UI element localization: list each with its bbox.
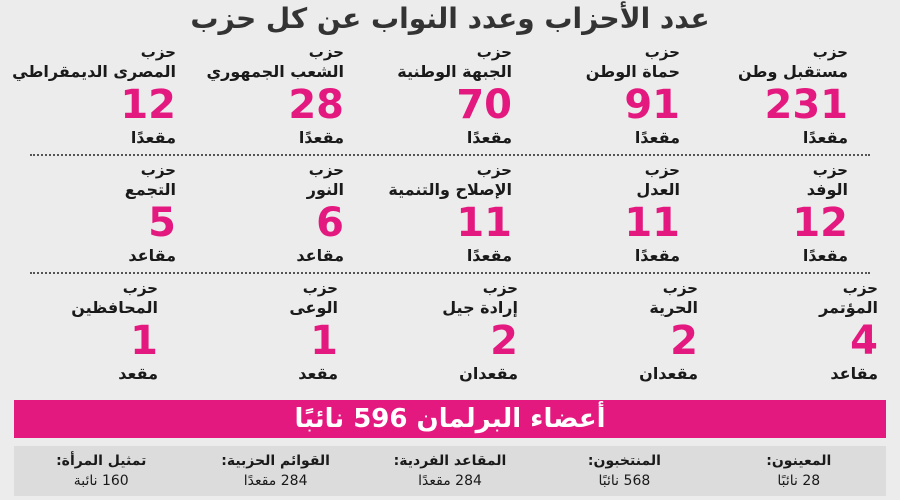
party-prefix: حزب [644, 161, 680, 179]
seat-count: 28 [288, 82, 344, 128]
seat-unit: مقعد [118, 364, 158, 383]
seat-unit: مقعدًا [466, 246, 512, 265]
party-name: العدل [636, 180, 680, 199]
seat-unit: مقعد [298, 364, 338, 383]
party-prefix: حزب [140, 43, 176, 61]
party-name: النور [306, 180, 344, 199]
seat-unit: مقعدًا [802, 128, 848, 147]
party-cell: حزب إرادة جيل 2 مقعدان [360, 274, 540, 390]
party-name: المؤتمر [819, 298, 878, 317]
seat-count: 231 [764, 82, 849, 128]
party-prefix: حزب [476, 43, 512, 61]
party-name: الشعب الجمهوري [206, 62, 344, 81]
seat-unit: مقعدًا [634, 128, 680, 147]
party-cell: حزب حماة الوطن 91 مقعدًا [534, 38, 702, 154]
seat-unit: مقعدًا [634, 246, 680, 265]
stat-value: 568 نائبًا [598, 473, 651, 489]
party-name: التجمع [124, 180, 176, 199]
party-prefix: حزب [140, 161, 176, 179]
seat-count: 2 [490, 318, 518, 364]
party-cell: حزب الجبهة الوطنية 70 مقعدًا [366, 38, 534, 154]
party-cell: حزب المؤتمر 4 مقاعد [720, 274, 900, 390]
stat-label: تمثيل المرأة: [56, 453, 147, 469]
stat-item: المقاعد الفردية: 284 مقعدًا [363, 446, 537, 496]
seat-unit: مقعدان [639, 364, 698, 383]
party-grid: حزب مستقبل وطن 231 مقعدًا حزب حماة الوطن 91 مقع… [0, 38, 900, 390]
party-cell: حزب الشعب الجمهوري 28 مقعدًا [198, 38, 366, 154]
seat-count: 12 [792, 200, 848, 246]
party-name: حماة الوطن [585, 62, 680, 81]
stats-bar: المعينون: 28 نائبًا المنتخبون: 568 نائبًا ال… [14, 446, 886, 496]
seat-count: 11 [456, 200, 512, 246]
party-prefix: حزب [302, 279, 338, 297]
seat-unit: مقاعد [830, 364, 878, 383]
party-name: الوفد [806, 180, 848, 199]
party-prefix: حزب [644, 43, 680, 61]
party-prefix: حزب [842, 279, 878, 297]
party-cell: حزب المحافظين 1 مقعد [0, 274, 180, 390]
party-prefix: حزب [662, 279, 698, 297]
title: عدد الأحزاب وعدد النواب عن كل حزب [190, 2, 710, 35]
party-name: إرادة جيل [442, 298, 518, 317]
party-row: حزب المؤتمر 4 مقاعد حزب الحرية 2 مقعدان حزب إرادة… [0, 274, 900, 390]
stat-label: المقاعد الفردية: [393, 453, 507, 469]
party-prefix: حزب [122, 279, 158, 297]
seat-count: 70 [456, 82, 512, 128]
seat-unit: مقاعد [128, 246, 176, 265]
party-cell: حزب المصرى الديمقراطي 12 مقعدًا [12, 38, 198, 154]
party-name: الجبهة الوطنية [397, 62, 512, 81]
party-cell: حزب مستقبل وطن 231 مقعدًا [702, 38, 870, 154]
seat-unit: مقعدًا [298, 128, 344, 147]
seat-count: 2 [670, 318, 698, 364]
party-prefix: حزب [812, 43, 848, 61]
seat-count: 11 [624, 200, 680, 246]
party-cell: حزب التجمع 5 مقاعد [30, 156, 198, 272]
party-prefix: حزب [476, 161, 512, 179]
stat-value: 28 نائبًا [777, 473, 821, 489]
stat-item: المعينون: 28 نائبًا [712, 446, 886, 496]
seat-unit: مقعدًا [802, 246, 848, 265]
party-row: حزب مستقبل وطن 231 مقعدًا حزب حماة الوطن 91 مقع… [12, 38, 870, 156]
stat-label: المعينون: [766, 453, 832, 469]
stat-item: القوائم الحزبية: 284 مقعدًا [188, 446, 362, 496]
seat-count: 91 [624, 82, 680, 128]
party-name: الوعى [289, 298, 338, 317]
seat-count: 12 [120, 82, 176, 128]
party-cell: حزب العدل 11 مقعدًا [534, 156, 702, 272]
stat-item: تمثيل المرأة: 160 نائبة [14, 446, 188, 496]
stat-item: المنتخبون: 568 نائبًا [537, 446, 711, 496]
seat-count: 1 [130, 318, 158, 364]
seat-unit: مقعدًا [466, 128, 512, 147]
party-prefix: حزب [308, 161, 344, 179]
seat-count: 4 [850, 318, 878, 364]
party-cell: حزب الحرية 2 مقعدان [540, 274, 720, 390]
stat-label: القوائم الحزبية: [221, 453, 330, 469]
seat-count: 1 [310, 318, 338, 364]
party-name: مستقبل وطن [737, 62, 848, 81]
seat-unit: مقعدًا [130, 128, 176, 147]
party-prefix: حزب [308, 43, 344, 61]
seat-unit: مقعدان [459, 364, 518, 383]
party-name: المحافظين [71, 298, 158, 317]
seat-count: 5 [148, 200, 176, 246]
stat-value: 284 مقعدًا [243, 473, 308, 489]
stat-value: 160 نائبة [73, 473, 129, 489]
party-row: حزب الوفد 12 مقعدًا حزب العدل 11 مقعدًا حزب الإصل… [30, 156, 870, 274]
party-name: الإصلاح والتنمية [388, 180, 512, 199]
stat-value: 284 مقعدًا [418, 473, 482, 489]
party-cell: حزب الوعى 1 مقعد [180, 274, 360, 390]
banner: أعضاء البرلمان 596 نائبًا [14, 400, 886, 438]
stat-label: المنتخبون: [587, 453, 661, 469]
seat-count: 6 [316, 200, 344, 246]
party-cell: حزب الإصلاح والتنمية 11 مقعدًا [366, 156, 534, 272]
party-prefix: حزب [812, 161, 848, 179]
seat-unit: مقاعد [296, 246, 344, 265]
party-name: الحرية [649, 298, 698, 317]
party-cell: حزب النور 6 مقاعد [198, 156, 366, 272]
party-prefix: حزب [482, 279, 518, 297]
party-cell: حزب الوفد 12 مقعدًا [702, 156, 870, 272]
party-name: المصرى الديمقراطي [12, 62, 176, 81]
